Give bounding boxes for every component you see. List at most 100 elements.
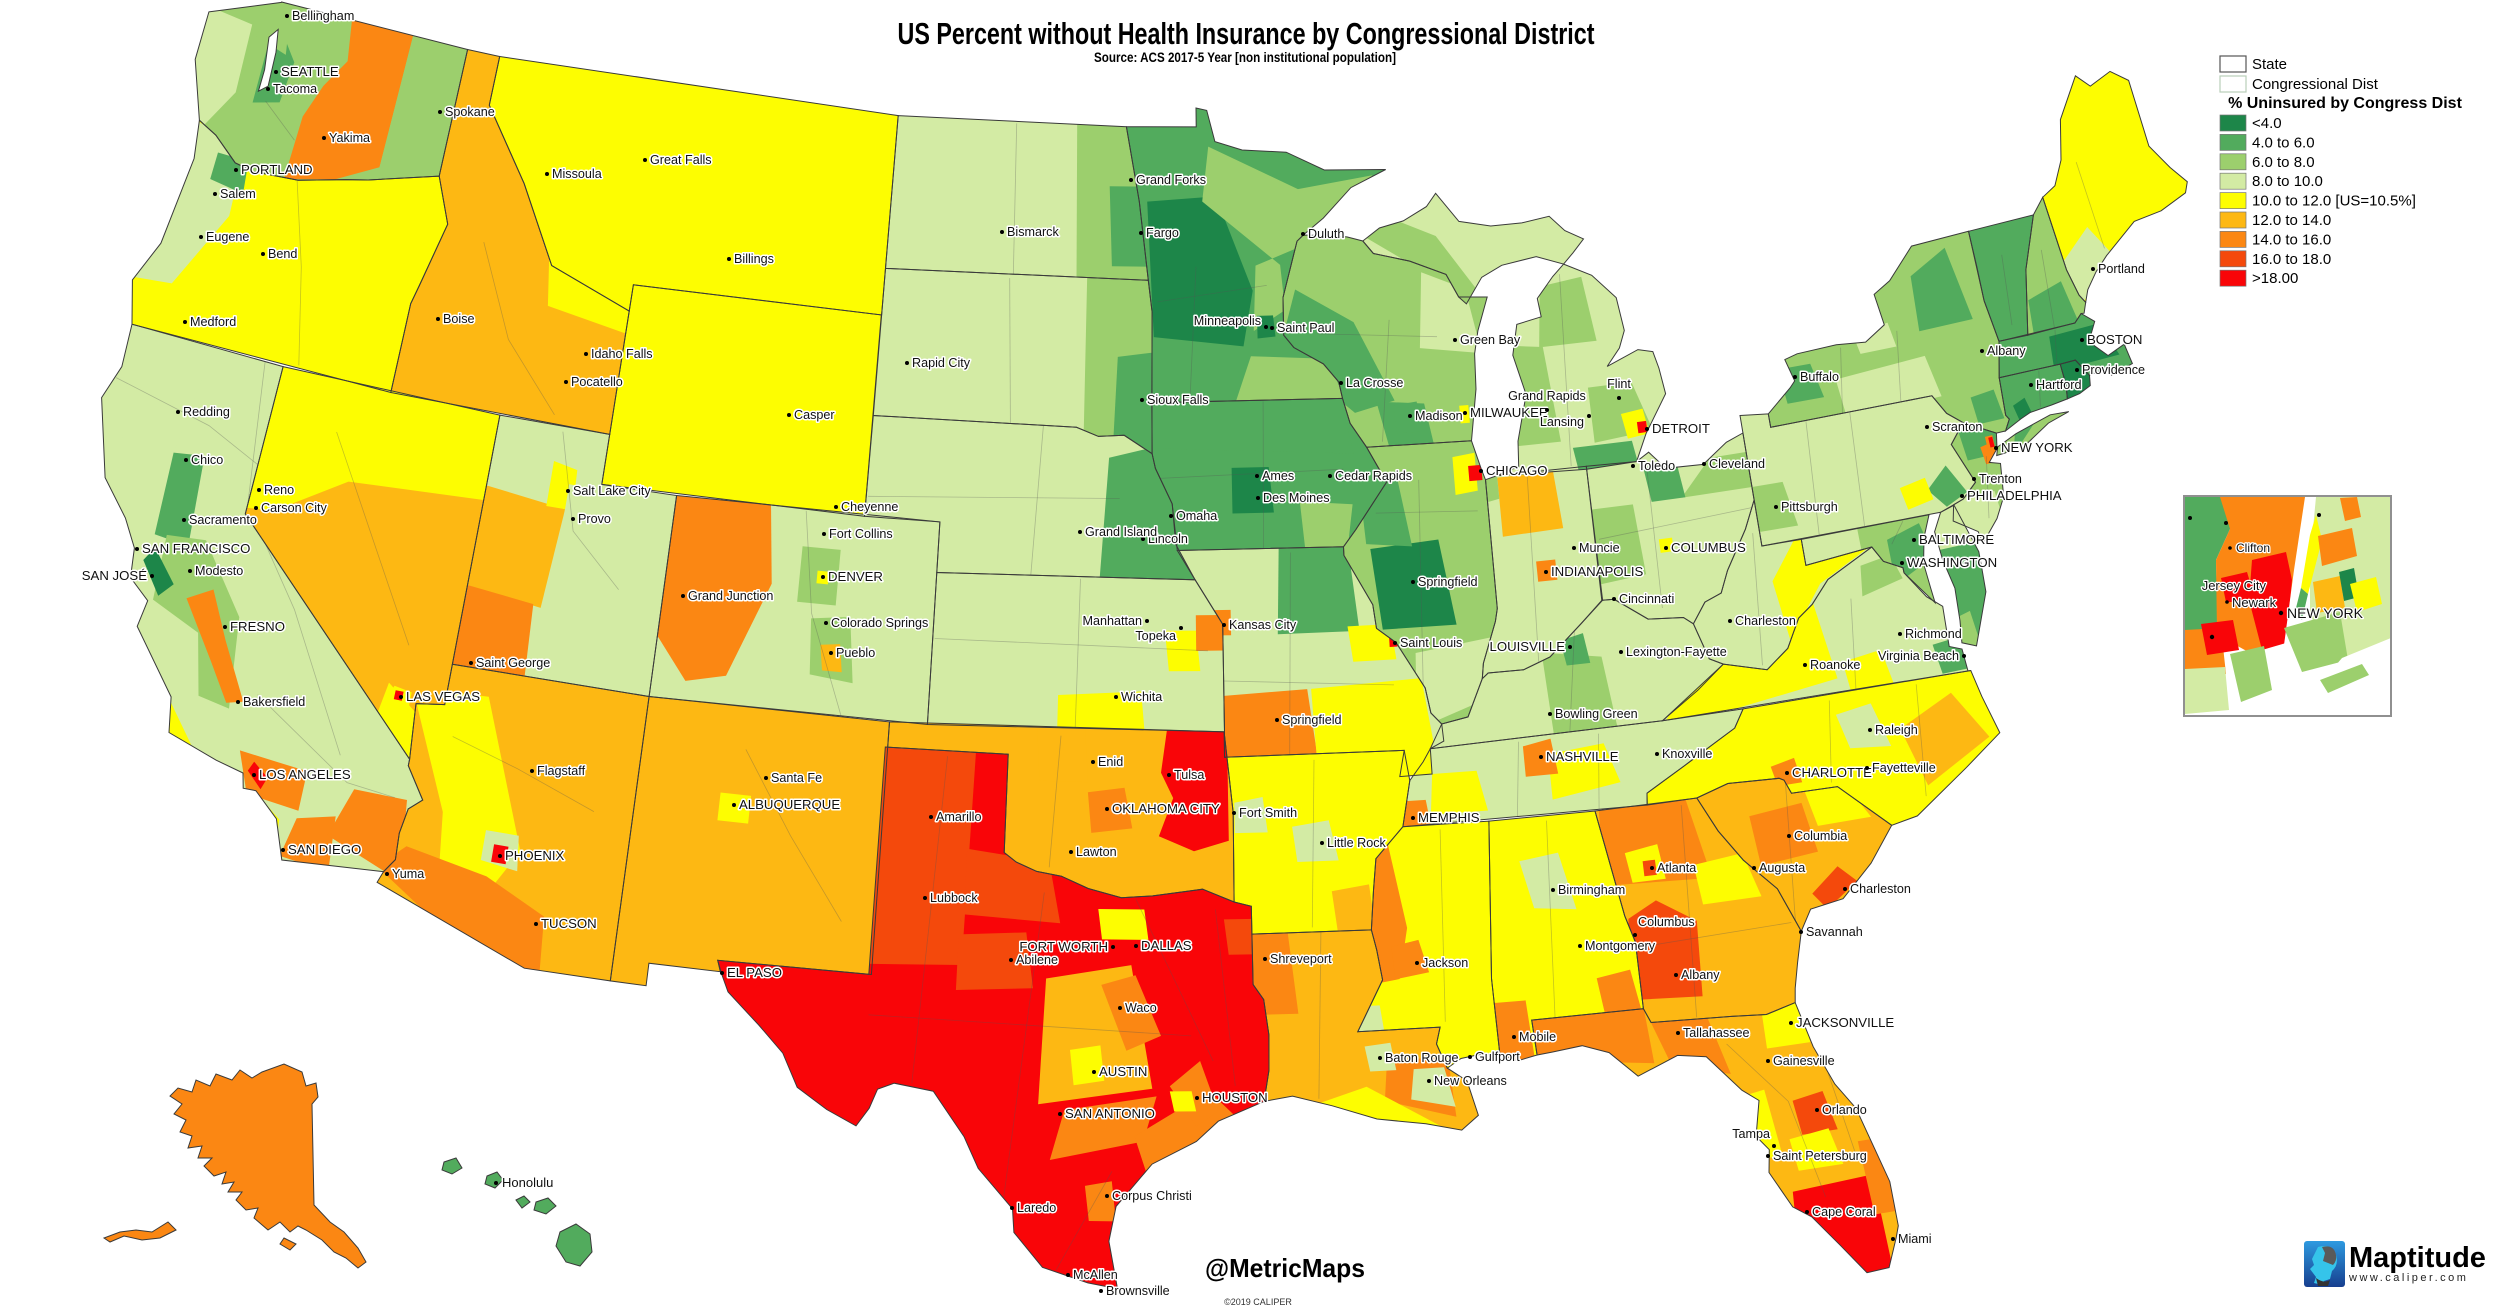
svg-text:Bakersfield: Bakersfield bbox=[243, 695, 305, 709]
svg-text:EL PASO: EL PASO bbox=[727, 965, 782, 980]
svg-text:Provo: Provo bbox=[578, 512, 611, 526]
svg-text:Columbus: Columbus bbox=[1638, 915, 1695, 929]
svg-text:Topeka: Topeka bbox=[1135, 629, 1176, 643]
svg-text:Providence: Providence bbox=[2082, 363, 2145, 377]
svg-text:Tampa: Tampa bbox=[1732, 1127, 1770, 1141]
svg-text:Hartford: Hartford bbox=[2036, 378, 2082, 392]
svg-text:Salt Lake City: Salt Lake City bbox=[573, 484, 651, 498]
svg-text:CHARLOTTE: CHARLOTTE bbox=[1792, 765, 1872, 780]
svg-text:14.0 to 16.0: 14.0 to 16.0 bbox=[2252, 231, 2331, 248]
svg-text:Kansas City: Kansas City bbox=[1229, 618, 1297, 632]
svg-text:Yuma: Yuma bbox=[392, 867, 424, 881]
svg-text:SAN DIEGO: SAN DIEGO bbox=[288, 842, 361, 857]
svg-text:Muncie: Muncie bbox=[1579, 541, 1620, 555]
svg-text:Toledo: Toledo bbox=[1638, 459, 1675, 473]
svg-text:Jersey City: Jersey City bbox=[2202, 578, 2267, 593]
svg-text:Laredo: Laredo bbox=[1017, 1201, 1056, 1215]
svg-text:www.caliper.com: www.caliper.com bbox=[2348, 1272, 2468, 1284]
svg-text:Pocatello: Pocatello bbox=[571, 375, 623, 389]
svg-text:Cedar Rapids: Cedar Rapids bbox=[1335, 469, 1412, 483]
svg-text:Abilene: Abilene bbox=[1016, 953, 1058, 967]
svg-text:10.0 to 12.0 [US=10.5%]: 10.0 to 12.0 [US=10.5%] bbox=[2252, 193, 2416, 210]
svg-text:Gainesville: Gainesville bbox=[1773, 1054, 1835, 1068]
svg-text:FORT WORTH: FORT WORTH bbox=[1019, 939, 1108, 954]
svg-text:PHOENIX: PHOENIX bbox=[505, 848, 565, 863]
svg-text:Source: ACS 2017-5 Year [non: Source: ACS 2017-5 Year [non institution… bbox=[1094, 50, 1396, 65]
svg-text:Grand Junction: Grand Junction bbox=[688, 589, 773, 603]
svg-text:SAN FRANCISCO: SAN FRANCISCO bbox=[142, 541, 250, 556]
svg-text:COLUMBUS: COLUMBUS bbox=[1671, 540, 1746, 555]
svg-text:Charleston: Charleston bbox=[1850, 882, 1911, 896]
svg-text:Miami: Miami bbox=[1898, 1232, 1932, 1246]
svg-text:JACKSONVILLE: JACKSONVILLE bbox=[1796, 1015, 1894, 1030]
svg-text:Fayetteville: Fayetteville bbox=[1872, 761, 1936, 775]
svg-text:<4.0: <4.0 bbox=[2252, 115, 2282, 132]
svg-text:ALBUQUERQUE: ALBUQUERQUE bbox=[739, 797, 840, 812]
svg-text:SAN ANTONIO: SAN ANTONIO bbox=[1065, 1106, 1155, 1121]
svg-text:Sioux Falls: Sioux Falls bbox=[1147, 393, 1209, 407]
svg-text:Des Moines: Des Moines bbox=[1263, 491, 1330, 505]
svg-text:Great Falls: Great Falls bbox=[650, 153, 712, 167]
svg-text:LAS VEGAS: LAS VEGAS bbox=[406, 689, 480, 704]
svg-text:Wichita: Wichita bbox=[1121, 690, 1162, 704]
svg-text:% Uninsured by Congress Dist: % Uninsured by Congress Dist bbox=[2228, 95, 2462, 112]
svg-text:PORTLAND: PORTLAND bbox=[241, 162, 313, 177]
svg-text:Waco: Waco bbox=[1125, 1001, 1157, 1015]
svg-text:Billings: Billings bbox=[734, 252, 774, 266]
svg-text:Boise: Boise bbox=[443, 312, 475, 326]
svg-text:Idaho Falls: Idaho Falls bbox=[591, 347, 653, 361]
svg-text:New Orleans: New Orleans bbox=[1434, 1074, 1507, 1088]
svg-text:Madison: Madison bbox=[1415, 409, 1463, 423]
svg-text:FRESNO: FRESNO bbox=[230, 619, 285, 634]
svg-text:Bend: Bend bbox=[268, 247, 297, 261]
svg-text:Jackson: Jackson bbox=[1422, 956, 1468, 970]
svg-text:Saint Petersburg: Saint Petersburg bbox=[1773, 1149, 1867, 1163]
svg-text:Cleveland: Cleveland bbox=[1709, 457, 1765, 471]
svg-text:Lincoln: Lincoln bbox=[1148, 532, 1188, 546]
svg-text:Redding: Redding bbox=[183, 405, 230, 419]
svg-text:Pittsburgh: Pittsburgh bbox=[1781, 500, 1838, 514]
svg-text:Fort Smith: Fort Smith bbox=[1239, 806, 1297, 820]
svg-text:@MetricMaps: @MetricMaps bbox=[1205, 1253, 1365, 1283]
svg-text:La Crosse: La Crosse bbox=[1346, 376, 1403, 390]
svg-text:6.0 to 8.0: 6.0 to 8.0 bbox=[2252, 154, 2315, 171]
svg-text:Springfield: Springfield bbox=[1282, 713, 1342, 727]
svg-text:4.0 to 6.0: 4.0 to 6.0 bbox=[2252, 134, 2315, 151]
svg-text:Amarillo: Amarillo bbox=[936, 810, 982, 824]
svg-text:McAllen: McAllen bbox=[1073, 1268, 1118, 1282]
svg-text:Trenton: Trenton bbox=[1979, 472, 2022, 486]
svg-text:Fort Collins: Fort Collins bbox=[829, 527, 893, 541]
svg-text:Montgomery: Montgomery bbox=[1585, 939, 1656, 953]
svg-text:PHILADELPHIA: PHILADELPHIA bbox=[1967, 488, 2062, 503]
svg-text:Roanoke: Roanoke bbox=[1810, 658, 1860, 672]
svg-text:Mobile: Mobile bbox=[1519, 1030, 1556, 1044]
svg-text:Spokane: Spokane bbox=[445, 105, 495, 119]
svg-text:Richmond: Richmond bbox=[1905, 627, 1962, 641]
svg-text:Green Bay: Green Bay bbox=[1460, 333, 1521, 347]
svg-text:US Percent without Health Insu: US Percent without Health Insurance by C… bbox=[898, 16, 1595, 51]
svg-text:Flagstaff: Flagstaff bbox=[537, 764, 586, 778]
svg-text:Buffalo: Buffalo bbox=[1800, 370, 1839, 384]
svg-text:Lexington-Fayette: Lexington-Fayette bbox=[1626, 645, 1727, 659]
svg-text:Carson City: Carson City bbox=[261, 501, 327, 515]
svg-text:Santa Fe: Santa Fe bbox=[771, 771, 822, 785]
svg-text:Manhattan: Manhattan bbox=[1082, 614, 1142, 628]
svg-text:Rapid City: Rapid City bbox=[912, 356, 971, 370]
svg-text:Bismarck: Bismarck bbox=[1007, 225, 1059, 239]
svg-text:MILWAUKEE: MILWAUKEE bbox=[1470, 405, 1548, 420]
svg-text:WASHINGTON: WASHINGTON bbox=[1907, 555, 1997, 570]
svg-text:Colorado Springs: Colorado Springs bbox=[831, 616, 928, 630]
svg-text:Atlanta: Atlanta bbox=[1657, 861, 1696, 875]
svg-text:Ames: Ames bbox=[1262, 469, 1294, 483]
svg-text:Portland: Portland bbox=[2098, 262, 2145, 276]
svg-text:CHICAGO: CHICAGO bbox=[1486, 463, 1548, 478]
svg-text:Cape Coral: Cape Coral bbox=[1812, 1205, 1876, 1219]
svg-text:12.0 to 14.0: 12.0 to 14.0 bbox=[2252, 212, 2331, 229]
svg-text:DALLAS: DALLAS bbox=[1141, 938, 1192, 953]
svg-text:Albany: Albany bbox=[1681, 968, 1720, 982]
svg-text:Saint George: Saint George bbox=[476, 656, 550, 670]
svg-text:Scranton: Scranton bbox=[1932, 420, 1982, 434]
svg-text:Lansing: Lansing bbox=[1540, 415, 1584, 429]
svg-text:Yakima: Yakima bbox=[329, 131, 370, 145]
svg-text:State: State bbox=[2252, 56, 2287, 73]
